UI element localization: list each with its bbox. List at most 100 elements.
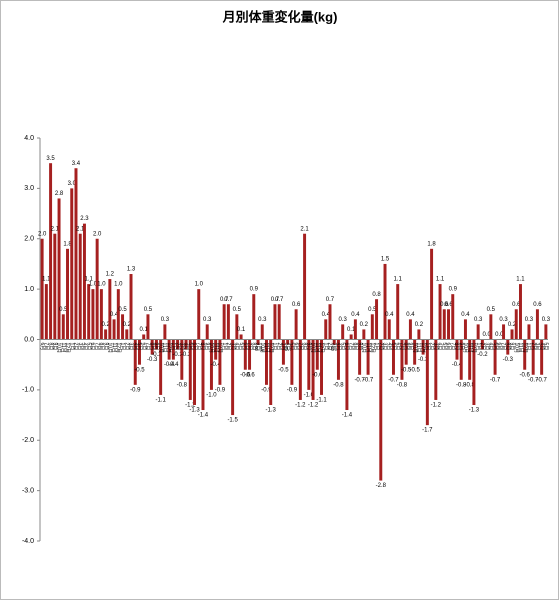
data-label: 0.7 xyxy=(326,297,335,303)
data-label: 1.8 xyxy=(427,241,436,247)
data-label: -1.3 xyxy=(266,408,277,414)
x-tick-label: 11月 xyxy=(517,343,523,353)
x-tick-label: 10月 xyxy=(208,343,214,354)
data-label: -0.5 xyxy=(409,367,420,373)
x-tick-label: 1月 xyxy=(424,343,430,351)
data-label: -1.5 xyxy=(227,418,238,424)
data-label: 1.8 xyxy=(63,241,72,247)
bar xyxy=(298,339,302,400)
data-label: -1.2 xyxy=(431,403,442,409)
x-tick-label: 11月 xyxy=(212,343,218,353)
x-tick-label: 3月 xyxy=(280,343,286,351)
bar xyxy=(459,339,463,380)
bar xyxy=(370,314,374,340)
x-tick-label: 8月 xyxy=(454,343,460,351)
bar xyxy=(480,339,484,350)
bar xyxy=(82,223,86,340)
bar xyxy=(226,304,230,340)
x-tick-label: 3月 xyxy=(229,343,235,351)
data-label: 0.8 xyxy=(372,292,381,298)
bar xyxy=(510,329,514,340)
bar xyxy=(387,319,391,340)
data-label: 0.6 xyxy=(512,302,521,308)
data-label: -0.6 xyxy=(312,372,323,378)
data-label: 0.5 xyxy=(487,307,496,313)
data-label: 1.0 xyxy=(89,282,98,288)
data-label: 0.3 xyxy=(542,317,551,323)
data-label: -1.4 xyxy=(342,413,353,419)
x-tick-label: 9月 xyxy=(458,343,464,351)
bar xyxy=(413,339,417,365)
data-label: -0.3 xyxy=(418,357,429,363)
data-label: 0.9 xyxy=(250,287,259,293)
data-label: 3.0 xyxy=(68,181,77,187)
data-label: 1.1 xyxy=(85,277,94,283)
x-tick-label: 12月 xyxy=(521,343,527,354)
bar xyxy=(248,339,252,370)
x-tick-label: 8月 xyxy=(200,343,206,351)
bar xyxy=(281,339,285,365)
bar xyxy=(468,339,472,380)
y-tick-label: 4.0 xyxy=(24,135,34,142)
data-label: 0.4 xyxy=(461,312,470,318)
bar xyxy=(129,274,133,340)
x-tick-label: 6月 xyxy=(191,343,197,351)
data-label: 0.9 xyxy=(449,287,458,293)
x-tick-label: 3月 xyxy=(382,343,388,351)
data-label: -0.9 xyxy=(287,387,298,393)
x-tick-label: 2月 xyxy=(174,343,180,351)
data-label: 2.1 xyxy=(300,226,309,232)
data-label: 0.2 xyxy=(508,322,517,328)
bar xyxy=(112,319,116,340)
x-tick-label: 2月 xyxy=(428,343,434,351)
bar xyxy=(383,263,387,340)
x-tick-label: 11月 xyxy=(60,343,66,353)
x-tick-label: 7月 xyxy=(43,343,49,351)
bar xyxy=(442,309,446,340)
x-tick-label: 11月 xyxy=(162,343,168,353)
data-label: 1.2 xyxy=(106,272,115,278)
x-tick-label: 12月 xyxy=(318,343,324,354)
x-tick-label: 6月 xyxy=(90,343,96,351)
x-tick-label: 8月 xyxy=(352,343,358,351)
data-label: -0.4 xyxy=(164,362,175,368)
bar xyxy=(294,309,298,340)
data-label: 0.1 xyxy=(347,327,356,333)
data-label: -0.7 xyxy=(363,377,374,383)
data-label: 0.6 xyxy=(533,302,542,308)
data-label: -0.5 xyxy=(134,367,145,373)
data-label: -0.4 xyxy=(168,362,179,368)
data-label: -0.4 xyxy=(211,362,222,368)
x-tick-label: 1月 xyxy=(322,343,328,351)
data-label: -0.7 xyxy=(354,377,365,383)
bar xyxy=(379,339,383,481)
bar xyxy=(146,314,150,340)
data-label: 0.7 xyxy=(271,297,280,303)
data-label: -1.3 xyxy=(189,408,200,414)
x-tick-label: 4月 xyxy=(183,343,189,351)
bar xyxy=(324,319,328,340)
data-label: -0.5 xyxy=(401,367,412,373)
y-tick-label: 3.0 xyxy=(24,185,34,192)
x-tick-label: 3月 xyxy=(432,343,438,351)
bar xyxy=(332,339,336,345)
bar xyxy=(87,284,91,340)
bar xyxy=(214,339,218,360)
x-tick-label: 2月 xyxy=(276,343,282,351)
x-tick-label: 2月 xyxy=(479,343,485,351)
data-label: 2.8 xyxy=(55,191,64,197)
bar xyxy=(434,339,438,400)
data-label: -0.4 xyxy=(452,362,463,368)
bar xyxy=(239,334,243,340)
data-label: -1.2 xyxy=(295,403,306,409)
x-tick-label: 10月 xyxy=(56,343,62,354)
data-label: 2.0 xyxy=(93,231,102,237)
bar xyxy=(438,284,442,340)
bar xyxy=(95,238,99,340)
bar xyxy=(455,339,459,360)
x-tick-label: 3月 xyxy=(128,343,134,351)
x-tick-label: 9月 xyxy=(153,343,159,351)
bar xyxy=(49,163,53,340)
x-tick-label: 1月 xyxy=(272,343,278,351)
bar xyxy=(150,339,154,355)
